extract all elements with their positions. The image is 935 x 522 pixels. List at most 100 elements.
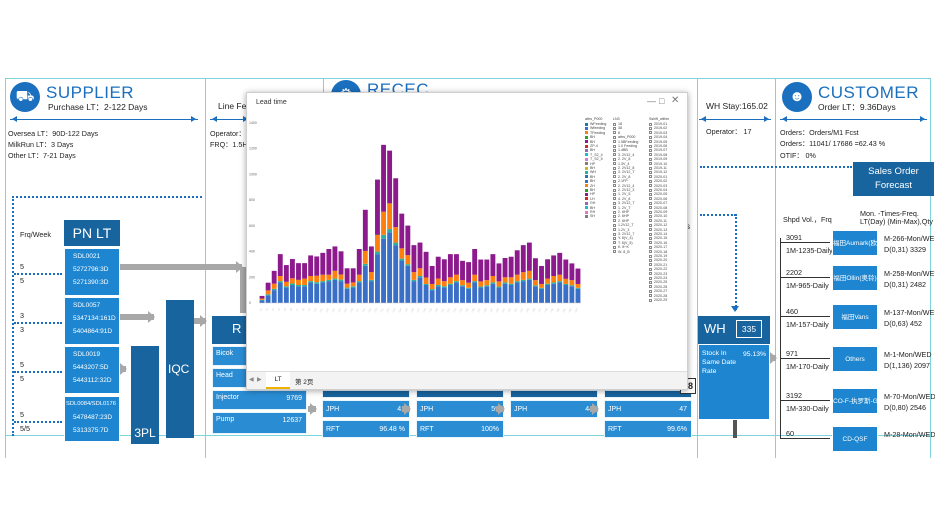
legend-checkbox[interactable] <box>649 166 652 170</box>
legend-item[interactable]: 2020-19 <box>649 254 667 258</box>
legend-checkbox[interactable] <box>649 122 652 126</box>
legend-item[interactable]: 1. 2V_5 <box>613 192 630 196</box>
legend-checkbox[interactable] <box>649 206 652 210</box>
legend-checkbox[interactable] <box>613 153 616 157</box>
legend-checkbox[interactable] <box>613 122 616 126</box>
legend-item[interactable]: 2020-22 <box>649 267 667 271</box>
legend-checkbox[interactable] <box>613 228 616 232</box>
customer-box[interactable]: CD-QSF <box>832 426 878 452</box>
legend-checkbox[interactable] <box>649 162 652 166</box>
legend-item[interactable]: 2020-23 <box>649 272 667 276</box>
legend-item[interactable]: 2020-25 <box>649 280 667 284</box>
legend-checkbox[interactable] <box>613 175 616 179</box>
legend-item[interactable]: 2019-07 <box>649 148 667 152</box>
legend-item[interactable]: 2020-27 <box>649 289 667 293</box>
legend-checkbox[interactable] <box>649 272 652 276</box>
customer-box[interactable]: CO-F-执罗斯-GAZ <box>832 388 878 414</box>
3pl-box[interactable]: 3PL <box>131 346 159 444</box>
legend-item[interactable]: 2020-18 <box>649 250 667 254</box>
minimize-icon[interactable]: — <box>647 96 656 106</box>
legend-checkbox[interactable] <box>649 157 652 161</box>
legend-checkbox[interactable] <box>613 201 616 205</box>
legend-item[interactable]: 2019-02 <box>649 126 667 130</box>
customer-box[interactable]: 福田Vans <box>832 304 878 330</box>
pn-group[interactable]: SDL0057 5347134:161D 5404864:91D <box>64 297 120 345</box>
legend-item[interactable]: 1.5BFeeding <box>613 140 638 144</box>
legend-item[interactable]: 2019-01 <box>649 122 667 126</box>
legend-item[interactable]: 1. 2V_T <box>613 206 631 210</box>
tab-scroll-right-icon[interactable]: ▶ <box>257 377 262 383</box>
legend-item[interactable]: 18 <box>613 122 622 126</box>
legend-checkbox[interactable] <box>613 236 616 240</box>
legend-checkbox[interactable] <box>649 276 652 280</box>
legend-item[interactable]: 2020-13 <box>649 228 667 232</box>
legend-item[interactable]: 2020-08 <box>649 206 667 210</box>
legend-item[interactable]: 1.3V_4 <box>613 162 629 166</box>
customer-box[interactable]: 福田Aumark(欧马可) <box>832 230 878 256</box>
legend-checkbox[interactable] <box>649 289 652 293</box>
legend-checkbox[interactable] <box>613 148 616 152</box>
legend-checkbox[interactable] <box>649 267 652 271</box>
legend-checkbox[interactable] <box>613 214 616 218</box>
tab-scroll-left-icon[interactable]: ◀ <box>249 377 254 383</box>
legend-item[interactable]: 2019-12 <box>649 170 667 174</box>
legend-checkbox[interactable] <box>649 201 652 205</box>
legend-item[interactable]: 2. 6HP <box>613 219 629 223</box>
customer-box[interactable]: 福田Ollin(奥铃) <box>832 265 878 291</box>
legend-item[interactable]: 2. 2V12_3 <box>613 188 634 192</box>
legend-item[interactable]: 2. 2V12_8 <box>613 166 634 170</box>
legend-checkbox[interactable] <box>613 162 616 166</box>
window-titlebar[interactable]: Lead time — □ ✕ <box>247 93 687 113</box>
legend-item[interactable]: W. 8_B <box>613 250 630 254</box>
legend-item[interactable]: 2019-04 <box>649 135 667 139</box>
legend-checkbox[interactable] <box>649 254 652 258</box>
legend-checkbox[interactable] <box>649 245 652 249</box>
legend-item[interactable]: 2020-28 <box>649 294 667 298</box>
legend-checkbox[interactable] <box>649 192 652 196</box>
legend-checkbox[interactable] <box>613 135 616 139</box>
legend-checkbox[interactable] <box>613 197 616 201</box>
legend-item[interactable]: 3. 2V12_7 <box>613 232 634 236</box>
legend-checkbox[interactable] <box>613 144 616 148</box>
legend-item[interactable]: 2020-14 <box>649 232 667 236</box>
legend-checkbox[interactable] <box>613 241 616 245</box>
legend-checkbox[interactable] <box>649 175 652 179</box>
legend-item[interactable]: 1.2V_3 <box>613 228 629 232</box>
legend-checkbox[interactable] <box>613 170 616 174</box>
pn-group[interactable]: SDL0084/SDL0176 5478487:23D 5313375:7D <box>64 396 120 442</box>
legend-checkbox[interactable] <box>649 285 652 289</box>
tab-page-2[interactable]: 第 2页 <box>295 379 314 386</box>
maximize-icon[interactable]: □ <box>659 96 665 106</box>
legend-item[interactable]: 4. 2V_8 <box>613 197 630 201</box>
iqc-box[interactable]: IQC <box>166 300 194 438</box>
legend-item[interactable]: 2. 2V12_4 <box>613 184 634 188</box>
legend-item[interactable]: 8 <box>613 131 620 135</box>
legend-checkbox[interactable] <box>649 170 652 174</box>
legend-checkbox[interactable] <box>649 294 652 298</box>
legend-checkbox[interactable] <box>649 298 652 302</box>
legend-checkbox[interactable] <box>613 184 616 188</box>
legend-checkbox[interactable] <box>613 210 616 214</box>
legend-item[interactable]: T. 8(V_5) <box>613 241 633 245</box>
legend-item[interactable]: attrs_P000 <box>613 135 635 139</box>
legend-item[interactable]: 38 <box>613 126 622 130</box>
pn-group[interactable]: SDL0019 5443207:5D 5443112:32D <box>64 346 120 394</box>
legend-item[interactable]: 2020-05 <box>649 192 667 196</box>
legend-checkbox[interactable] <box>649 126 652 130</box>
legend-item[interactable]: 2020-26 <box>649 285 667 289</box>
legend-checkbox[interactable] <box>613 131 616 135</box>
legend-item[interactable]: Y. 8(V_4) <box>613 236 633 240</box>
legend-checkbox[interactable] <box>649 241 652 245</box>
legend-checkbox[interactable] <box>613 232 616 236</box>
legend-item[interactable]: 2020-16 <box>649 241 667 245</box>
legend-item[interactable]: 2020-24 <box>649 276 667 280</box>
legend-checkbox[interactable] <box>649 263 652 267</box>
lead-time-window[interactable]: Lead time — □ ✕ 0 200 400 600 800 1000 1200 140… <box>246 92 688 390</box>
legend-checkbox[interactable] <box>613 140 616 144</box>
legend-item[interactable]: 2020-06 <box>649 197 667 201</box>
legend-checkbox[interactable] <box>613 188 616 192</box>
legend-checkbox[interactable] <box>613 179 616 183</box>
pn-group[interactable]: SDL0021 5272796:3D 5271390:3D <box>64 248 120 296</box>
legend-checkbox[interactable] <box>649 144 652 148</box>
legend-item[interactable]: 2019-03 <box>649 131 667 135</box>
